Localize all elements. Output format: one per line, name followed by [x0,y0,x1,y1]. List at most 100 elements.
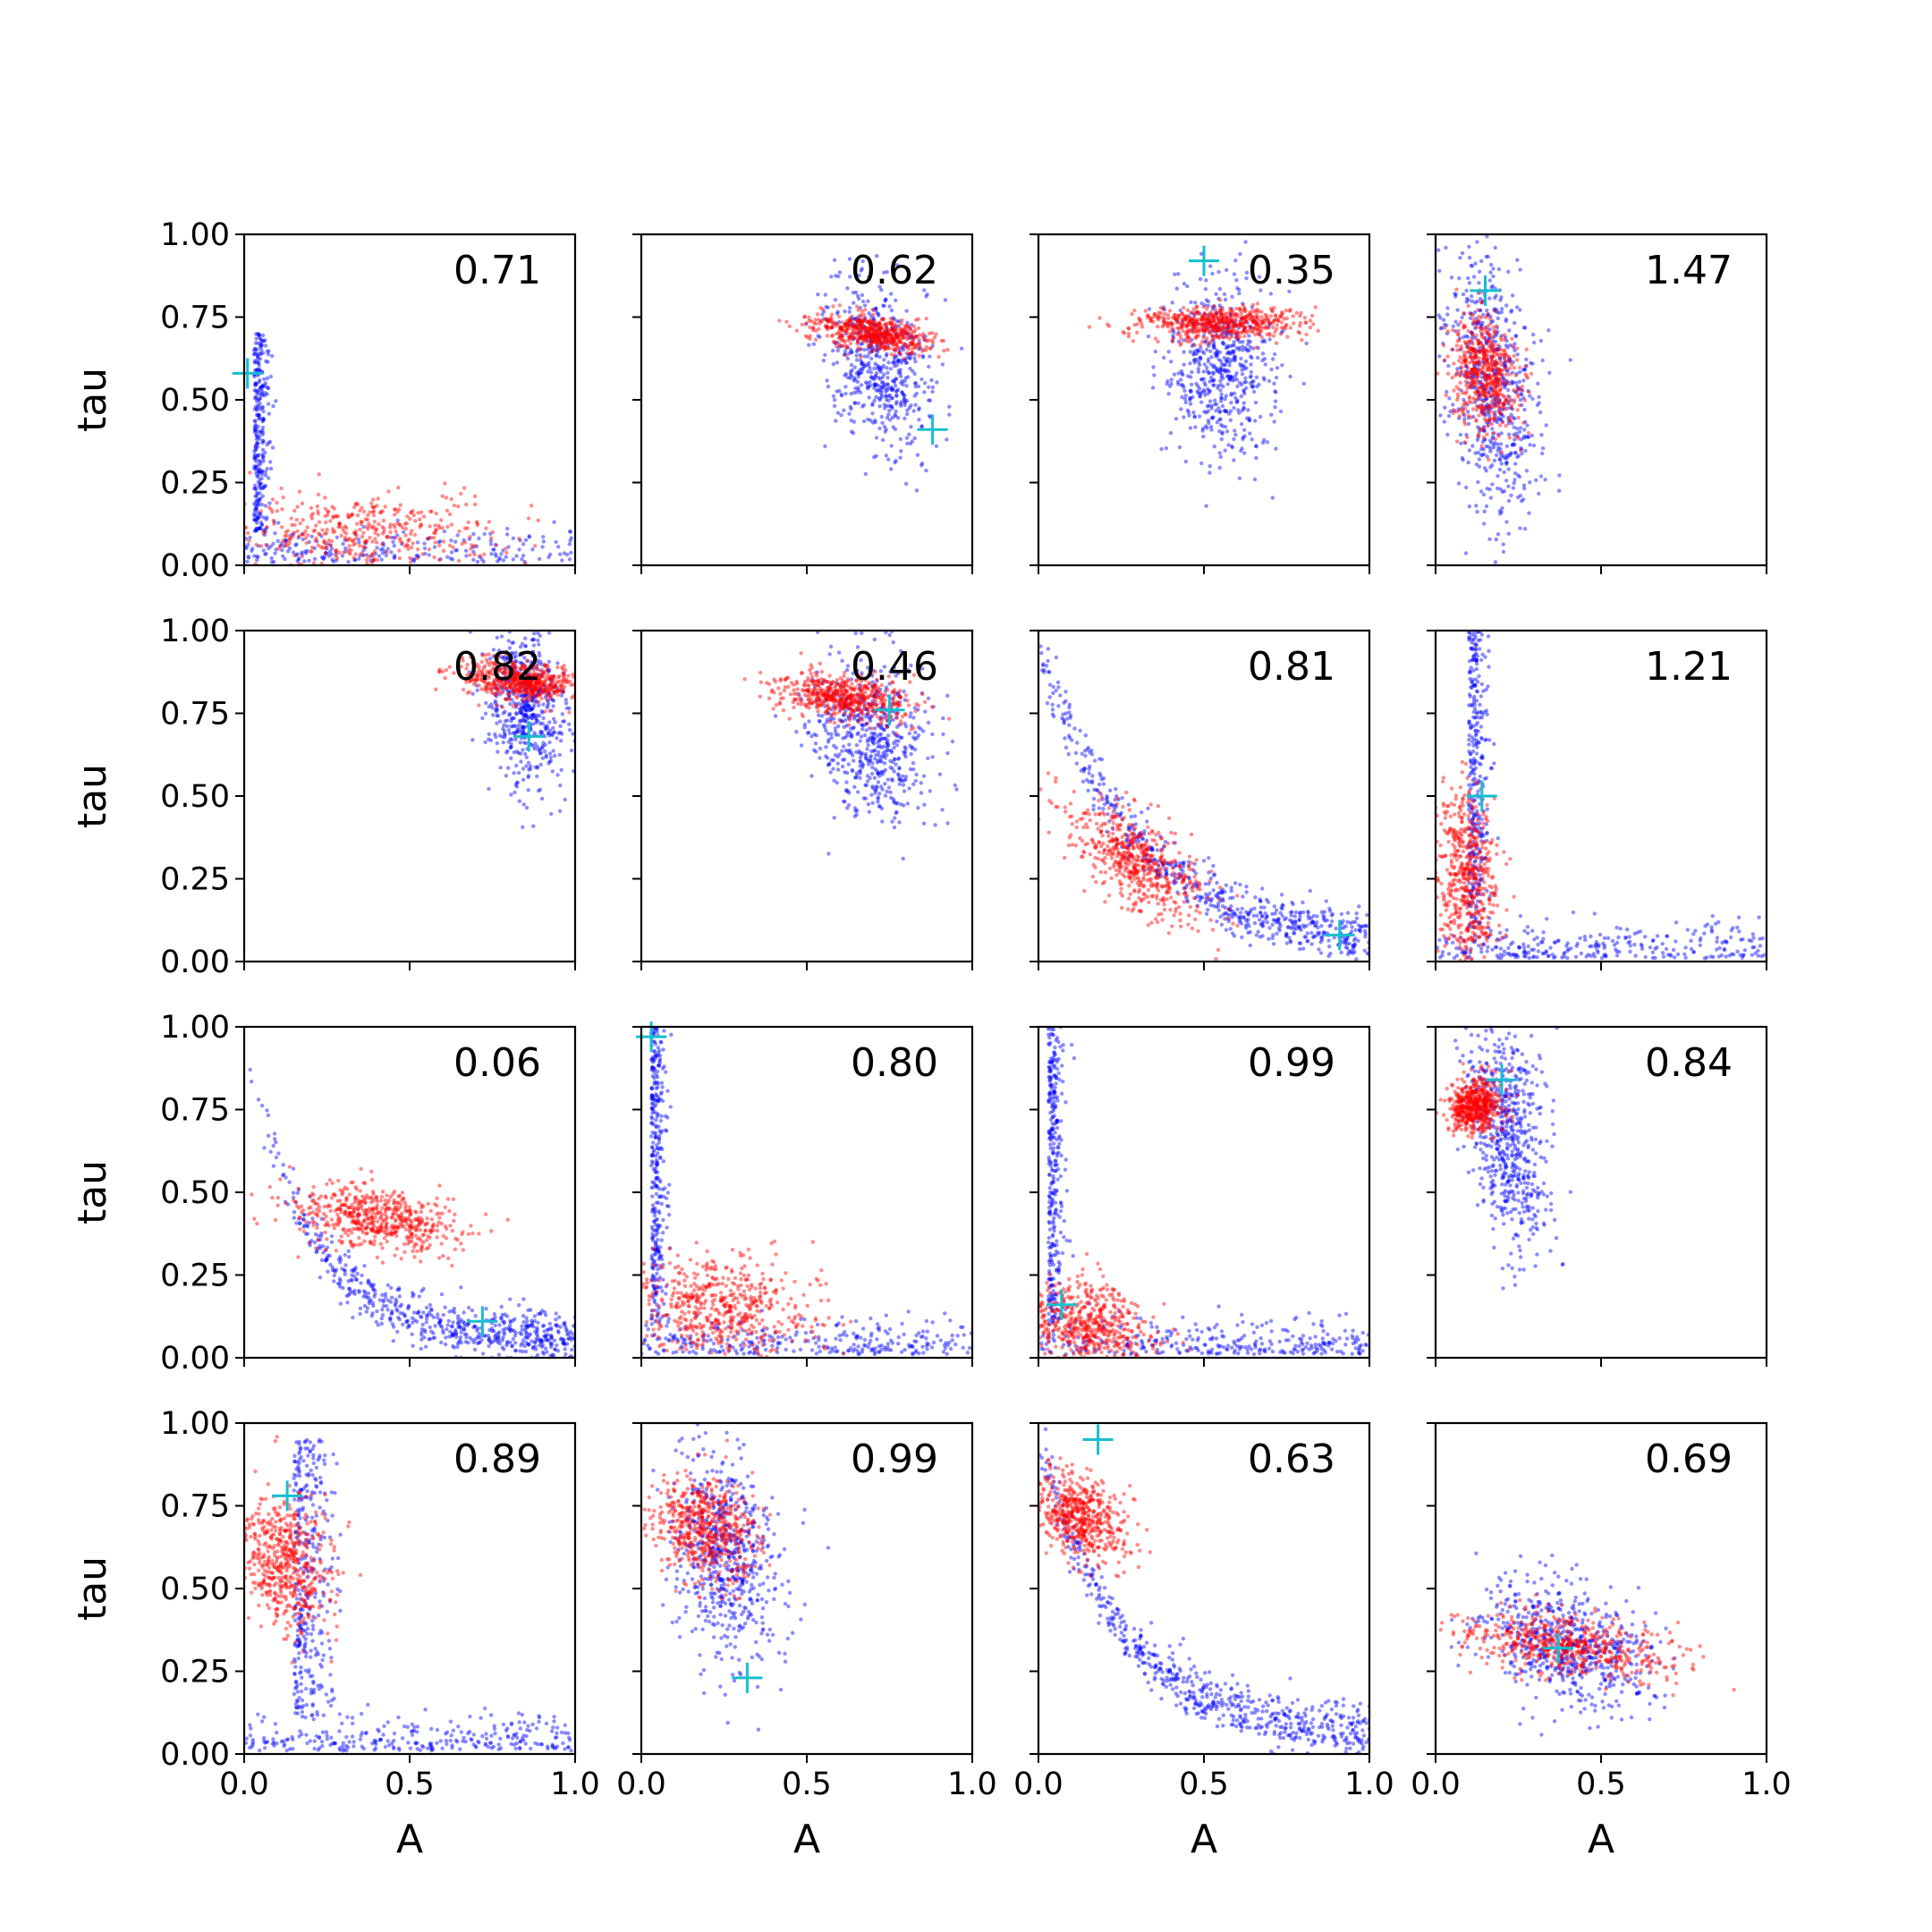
blue-point [848,372,853,377]
red-point [871,333,876,337]
blue-point [834,419,838,423]
red-point [1489,359,1495,363]
red-point [1518,448,1523,453]
red-point [1467,339,1471,343]
red-point [910,329,914,334]
blue-point [1499,411,1504,417]
red-point [899,327,903,333]
red-point [892,322,897,327]
red-point [1481,366,1486,370]
blue-point [295,559,300,564]
red-point [1481,436,1487,440]
blue-point [1254,375,1259,379]
red-point [905,331,910,336]
blue-point [1147,307,1152,311]
red-point [877,342,882,347]
blue-point [1517,386,1522,391]
blue-point [533,765,538,769]
red-point [886,320,891,325]
blue-point [549,678,555,682]
red-point [908,341,912,345]
red-point [1496,380,1500,385]
red-point [533,544,538,548]
blue-point [1489,285,1494,290]
blue-point [1498,298,1503,302]
blue-point [535,691,539,697]
blue-point [1487,278,1493,283]
red-point [845,344,851,349]
blue-point [1488,446,1493,451]
red-point [346,547,351,552]
blue-point [1243,359,1249,364]
blue-point [510,698,514,702]
blue-point [267,476,271,480]
red-point [886,346,890,351]
red-point [324,544,328,548]
red-point [1219,312,1224,317]
red-point [320,546,326,550]
blue-point [1460,405,1464,411]
red-point [1475,397,1479,402]
blue-point [1234,377,1240,382]
blue-point [1477,394,1481,399]
blue-point [1475,320,1479,325]
red-point [1148,318,1153,323]
blue-point [1478,427,1482,431]
blue-point [1467,255,1472,260]
red-point [1208,314,1212,319]
blue-point [927,385,931,389]
blue-point [822,309,826,314]
red-point [1205,313,1209,318]
red-point [893,327,897,332]
red-point [1279,315,1284,319]
blue-point [256,441,260,445]
red-point [1512,388,1516,393]
blue-point [877,367,882,372]
blue-point [530,716,534,720]
red-point [1179,323,1184,327]
red-point [1194,319,1199,324]
red-point [860,326,864,331]
blue-point [253,447,258,452]
blue-point [514,730,519,735]
blue-point [256,357,260,361]
blue-point [1475,375,1479,379]
blue-point [524,713,530,717]
red-point [1463,374,1469,378]
blue-point [255,557,259,563]
blue-point [1511,380,1516,385]
red-point [886,335,890,340]
blue-point [909,352,914,357]
blue-point [1240,446,1244,451]
blue-point [258,385,263,389]
blue-point [852,335,857,341]
red-point [1497,370,1502,375]
red-point [1506,381,1512,386]
blue-point [889,404,894,409]
red-point [882,344,886,350]
red-point [825,334,830,338]
red-point [1180,311,1185,316]
red-point [1239,322,1243,327]
blue-point [1453,292,1458,297]
red-point [1158,315,1163,320]
blue-point [1484,397,1488,402]
blue-point [499,552,504,556]
red-point [1211,325,1216,329]
red-point [1477,349,1481,353]
blue-point [1497,399,1502,404]
red-point [1487,391,1491,395]
blue-point [255,490,259,495]
red-point [1496,392,1501,396]
blue-point [1513,389,1517,394]
blue-point [883,386,887,391]
blue-point [894,402,899,406]
blue-point [1204,298,1209,302]
red-point [281,495,285,500]
red-point [886,337,891,342]
red-point [1257,332,1261,337]
blue-point [1481,447,1486,452]
blue-point [1501,377,1506,381]
blue-point [1153,349,1158,354]
